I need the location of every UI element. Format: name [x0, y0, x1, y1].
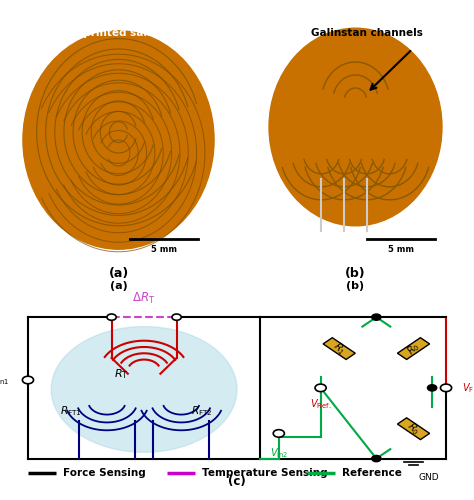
Text: Force Sensing: Force Sensing — [63, 468, 146, 477]
Text: $R_\mathrm{T}$: $R_\mathrm{T}$ — [114, 367, 128, 380]
Text: (c): (c) — [228, 476, 246, 488]
Circle shape — [51, 326, 237, 452]
Text: $R_\mathrm{FT2}$: $R_\mathrm{FT2}$ — [191, 404, 212, 418]
Circle shape — [372, 456, 381, 462]
Text: GND: GND — [418, 472, 439, 482]
Circle shape — [440, 384, 452, 392]
Circle shape — [372, 314, 381, 320]
Text: $R_\mathrm{FT1}$: $R_\mathrm{FT1}$ — [61, 404, 82, 418]
Text: $R_0$: $R_0$ — [404, 420, 423, 438]
Text: $V_\mathrm{Ref.}$: $V_\mathrm{Ref.}$ — [310, 398, 331, 411]
FancyBboxPatch shape — [323, 338, 356, 359]
Text: (a): (a) — [109, 281, 128, 291]
Text: (b): (b) — [345, 268, 366, 280]
Text: 5 mm: 5 mm — [151, 246, 177, 254]
Circle shape — [273, 430, 284, 437]
Text: (b): (b) — [346, 281, 365, 291]
Text: $R_1$: $R_1$ — [330, 340, 348, 358]
Circle shape — [23, 31, 214, 249]
Text: 5 mm: 5 mm — [388, 246, 414, 254]
Circle shape — [315, 384, 326, 392]
Text: Temperature Sensing: Temperature Sensing — [202, 468, 328, 477]
Text: $R_0$: $R_0$ — [404, 339, 423, 358]
Text: $V_\mathrm{F}$: $V_\mathrm{F}$ — [462, 381, 474, 395]
Circle shape — [428, 384, 437, 391]
Circle shape — [269, 28, 442, 226]
Text: Completed printed sample: Completed printed sample — [16, 28, 173, 38]
Text: $V_\mathrm{in1}$: $V_\mathrm{in1}$ — [0, 373, 9, 387]
FancyBboxPatch shape — [397, 418, 429, 440]
Text: Reference: Reference — [341, 468, 401, 477]
Circle shape — [22, 376, 34, 384]
Text: (a): (a) — [109, 268, 128, 280]
Text: Galinstan channels: Galinstan channels — [311, 28, 423, 38]
FancyBboxPatch shape — [397, 338, 429, 359]
Text: $\Delta R_\mathrm{T}$: $\Delta R_\mathrm{T}$ — [132, 291, 156, 306]
Text: $V_\mathrm{in2}$: $V_\mathrm{in2}$ — [270, 446, 288, 460]
Circle shape — [107, 314, 116, 320]
Circle shape — [172, 314, 181, 320]
